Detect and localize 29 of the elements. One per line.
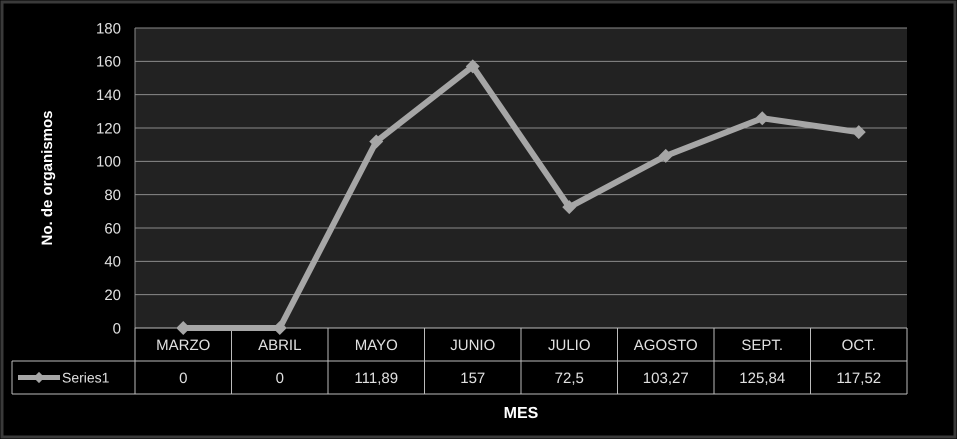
y-tick-label: 0 [112,320,121,338]
x-tick-label: SEPT. [741,336,784,354]
data-label: 0 [276,370,284,387]
y-tick-label: 140 [96,86,121,104]
y-tick-label: 80 [104,186,121,204]
y-tick-label: 180 [96,20,121,38]
data-label: 125,84 [739,370,786,387]
x-axis-title: MES [504,405,539,422]
x-tick-label: OCT. [842,336,876,354]
data-label: 111,89 [354,370,398,387]
y-tick-label: 100 [96,154,121,171]
data-label: 157 [460,370,486,387]
data-label: 0 [179,370,188,387]
data-label: 72,5 [554,370,584,387]
x-tick-label: JUNIO [450,336,496,354]
x-tick-label: MAYO [354,336,398,354]
y-tick-label: 20 [104,286,121,304]
x-tick-label: MARZO [156,336,210,354]
data-label: 103,27 [642,370,689,387]
y-axis-title: No. de organismos [39,110,56,246]
legend-label: Series1 [62,369,110,386]
x-tick-label: AGOSTO [634,336,698,354]
y-tick-label: 120 [96,120,121,138]
x-tick-label: ABRIL [258,336,302,354]
data-label: 117,52 [836,370,882,387]
y-tick-label: 160 [96,54,121,71]
x-tick-label: JULIO [548,336,591,354]
y-tick-label: 40 [104,254,121,271]
y-tick-label: 60 [104,220,121,238]
